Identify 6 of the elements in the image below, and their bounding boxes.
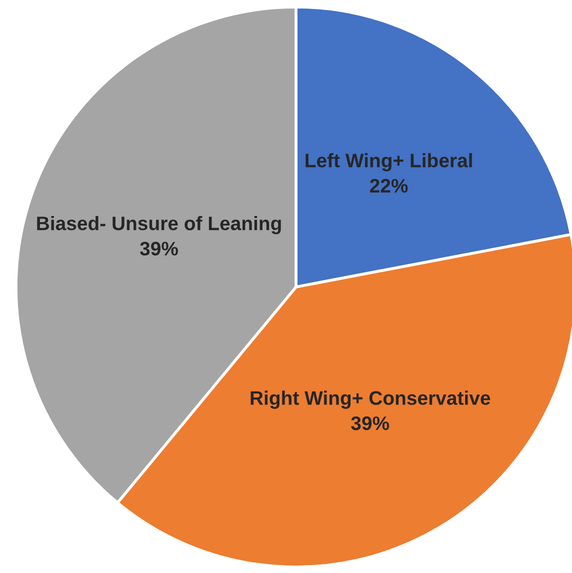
slice-label: Right Wing+ Conservative — [250, 390, 490, 409]
slice-label: Left Wing+ Liberal — [306, 153, 472, 172]
slice-label: Biased- Unsure of Leaning — [37, 216, 281, 234]
data-label: 22% — [370, 178, 408, 193]
data-label: 39% — [140, 242, 178, 256]
data-label: 39% — [351, 416, 390, 430]
